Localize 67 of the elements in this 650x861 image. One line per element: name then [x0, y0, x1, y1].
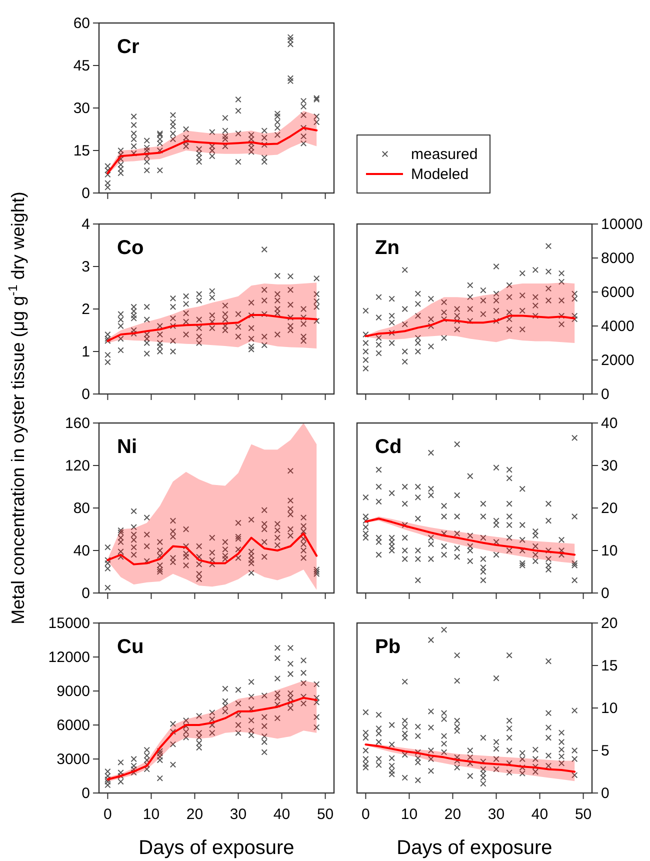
y-tick-label: 20	[601, 500, 618, 517]
y-tick-label: 1	[82, 344, 90, 360]
y-tick-label: 12000	[48, 649, 90, 666]
y-tick-label: 15	[601, 658, 618, 674]
y-tick-label: 6000	[601, 284, 634, 301]
y-tick-label: 0	[82, 386, 90, 403]
text: Pb	[375, 636, 401, 658]
y-tick-label: 3000	[56, 751, 90, 768]
y-tick-label: 120	[64, 458, 90, 474]
x-tick-label: 40	[273, 806, 290, 823]
x-tick-label: 0	[104, 806, 112, 823]
y-tick-label: 30	[73, 100, 90, 117]
text: Ni	[117, 436, 137, 458]
y-tick-label: 9000	[56, 683, 90, 700]
y-tick-label: 15000	[48, 615, 90, 632]
y-tick-label: 45	[73, 58, 90, 74]
x-tick-label: 30	[230, 806, 247, 823]
y-tick-label: 30	[601, 458, 618, 474]
y-tick-label: 160	[64, 415, 90, 432]
x-tick-label: 20	[186, 806, 204, 823]
x-tick-label: 40	[531, 806, 548, 823]
y-tick-label: 8000	[601, 250, 634, 267]
legend-label: measured	[411, 146, 478, 163]
y-tick-label: 40	[601, 415, 618, 432]
y-tick-label: 0	[82, 185, 90, 202]
text: Cd	[375, 436, 402, 458]
text: Co	[117, 237, 144, 259]
x-tick-label: 10	[400, 806, 418, 823]
line-series	[106, 532, 318, 566]
y-tick-label: 0	[601, 785, 610, 802]
x-tick-label: 50	[574, 806, 592, 823]
x-axis-title: Days of exposure	[396, 837, 552, 859]
y-tick-label: 80	[73, 500, 90, 517]
y-tick-label: 60	[73, 15, 90, 32]
line-series	[106, 696, 318, 780]
x-tick-label: 30	[488, 806, 505, 823]
x-tick-label: 20	[444, 806, 462, 823]
y-tick-label: 15	[73, 142, 90, 160]
x-tick-label: 0	[362, 806, 370, 823]
legend-label: Modeled	[411, 166, 469, 183]
line-series	[106, 314, 318, 342]
y-tick-label: 0	[82, 585, 90, 602]
y-tick-label: 0	[82, 785, 90, 802]
y-tick-label: 5	[601, 742, 610, 760]
y-tick-label: 40	[73, 542, 90, 560]
line-series	[106, 126, 318, 174]
y-tick-label: 0	[601, 386, 610, 403]
y-tick-label: 4	[82, 216, 90, 233]
line-series	[364, 314, 576, 338]
y-tick-label: 0	[601, 585, 610, 602]
y-tick-label: 2	[82, 301, 90, 318]
y-tick-label: 6000	[56, 717, 90, 734]
y-tick-label: 10	[601, 542, 618, 560]
y-tick-label: 20	[601, 615, 618, 632]
x-tick-label: 10	[142, 806, 160, 823]
x-tick-label: 50	[316, 806, 334, 823]
y-tick-label: 4000	[601, 318, 634, 335]
line-series	[364, 518, 576, 556]
y-tick-label: 2000	[601, 352, 634, 369]
text: Zn	[375, 237, 400, 259]
text: Cr	[117, 36, 140, 58]
x-axis-title: Days of exposure	[138, 837, 294, 859]
y-tick-label: 10000	[601, 216, 643, 233]
text: Cu	[117, 636, 144, 658]
y-tick-label: 10	[601, 700, 618, 717]
line-series	[364, 744, 576, 773]
y-tick-label: 3	[82, 258, 90, 276]
